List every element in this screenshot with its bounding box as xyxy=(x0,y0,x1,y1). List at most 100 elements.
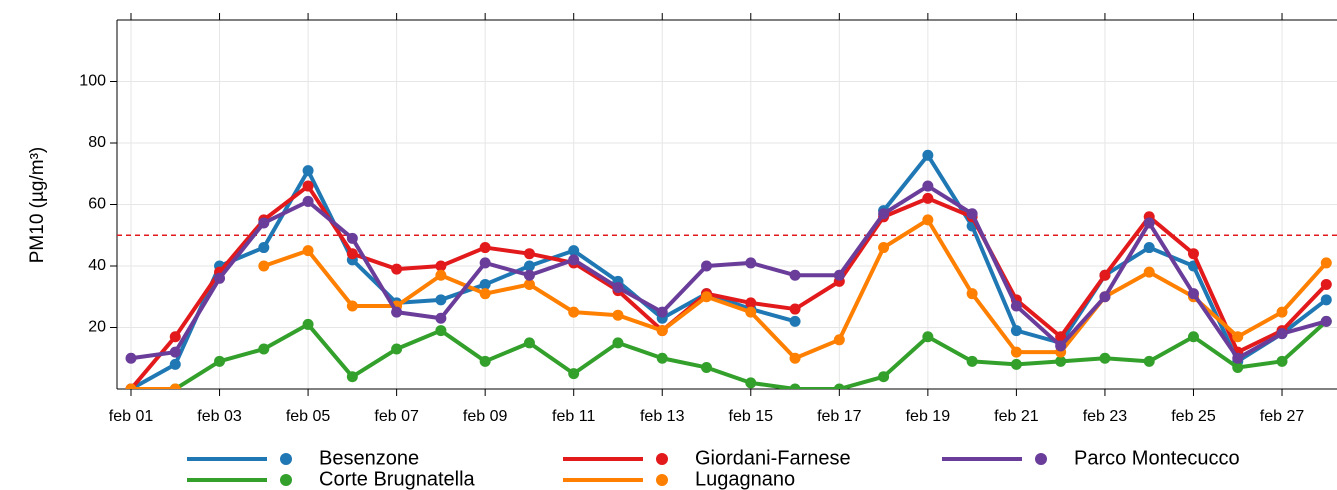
data-point xyxy=(1276,328,1288,340)
data-point xyxy=(1320,257,1332,269)
data-point xyxy=(656,306,668,318)
data-point xyxy=(1099,352,1111,364)
data-point xyxy=(568,254,580,266)
y-tick-label: 100 xyxy=(79,73,106,90)
data-point xyxy=(922,214,934,226)
data-point xyxy=(1010,325,1022,337)
data-point xyxy=(1055,355,1067,367)
x-tick-label: feb 25 xyxy=(1171,408,1216,425)
plot-area xyxy=(125,149,1332,389)
data-point xyxy=(169,331,181,343)
legend-label: Parco Montecucco xyxy=(1074,447,1240,469)
data-point xyxy=(656,325,668,337)
x-tick-label: feb 19 xyxy=(906,408,951,425)
legend-marker xyxy=(656,474,668,486)
x-tick-label: feb 05 xyxy=(286,408,331,425)
data-point xyxy=(1143,242,1155,254)
data-point xyxy=(1143,355,1155,367)
data-point xyxy=(479,278,491,290)
data-point xyxy=(391,343,403,355)
data-point xyxy=(789,269,801,281)
x-tick-label: feb 21 xyxy=(994,408,1039,425)
data-point xyxy=(1320,278,1332,290)
legend-marker xyxy=(280,474,292,486)
data-point xyxy=(479,288,491,300)
x-tick-label: feb 01 xyxy=(109,408,154,425)
data-point xyxy=(302,180,314,192)
data-point xyxy=(1232,361,1244,373)
data-point xyxy=(878,371,890,383)
x-tick-label: feb 09 xyxy=(463,408,508,425)
legend-marker xyxy=(656,453,668,465)
data-point xyxy=(833,383,845,389)
data-point xyxy=(302,318,314,330)
data-point xyxy=(833,269,845,281)
data-point xyxy=(1055,340,1067,352)
legend-label: Lugagnano xyxy=(695,468,795,490)
x-tick-label: feb 23 xyxy=(1083,408,1128,425)
data-point xyxy=(523,248,535,260)
data-point xyxy=(1010,300,1022,312)
data-point xyxy=(612,309,624,321)
data-point xyxy=(1010,358,1022,370)
x-tick-label: feb 15 xyxy=(729,408,774,425)
data-point xyxy=(701,291,713,303)
y-tick-label: 60 xyxy=(88,196,106,213)
data-point xyxy=(612,282,624,294)
data-point xyxy=(1010,346,1022,358)
data-point xyxy=(479,355,491,367)
data-point xyxy=(258,217,270,229)
legend-marker xyxy=(1035,453,1047,465)
data-point xyxy=(745,297,757,309)
legend-marker xyxy=(280,453,292,465)
data-point xyxy=(1187,288,1199,300)
data-point xyxy=(346,248,358,260)
data-point xyxy=(435,260,447,272)
legend-label: Besenzone xyxy=(319,447,419,469)
data-point xyxy=(435,269,447,281)
data-point xyxy=(479,242,491,254)
data-point xyxy=(523,337,535,349)
data-point xyxy=(789,303,801,315)
data-point xyxy=(346,300,358,312)
data-point xyxy=(125,352,137,364)
data-point xyxy=(745,306,757,318)
data-point xyxy=(479,257,491,269)
y-tick-label: 20 xyxy=(88,319,106,336)
x-tick-label: feb 07 xyxy=(374,408,419,425)
data-point xyxy=(1276,306,1288,318)
data-point xyxy=(435,312,447,324)
data-point xyxy=(612,337,624,349)
data-point xyxy=(125,383,137,389)
data-point xyxy=(169,358,181,370)
data-point xyxy=(302,165,314,177)
data-point xyxy=(1143,266,1155,278)
data-point xyxy=(966,355,978,367)
data-point xyxy=(789,383,801,389)
data-point xyxy=(435,294,447,306)
data-point xyxy=(745,377,757,389)
data-point xyxy=(258,260,270,272)
x-tick-label: feb 27 xyxy=(1260,408,1305,425)
data-point xyxy=(523,260,535,272)
data-point xyxy=(568,368,580,380)
data-point xyxy=(1232,331,1244,343)
data-point xyxy=(922,331,934,343)
data-point xyxy=(391,306,403,318)
series-line xyxy=(130,184,1327,361)
data-point xyxy=(1320,315,1332,327)
data-point xyxy=(1143,217,1155,229)
data-point xyxy=(302,195,314,207)
y-tick-label: 80 xyxy=(88,134,106,151)
data-point xyxy=(169,346,181,358)
data-point xyxy=(346,232,358,244)
x-tick-label: feb 03 xyxy=(197,408,242,425)
data-point xyxy=(1320,294,1332,306)
data-point xyxy=(922,149,934,161)
data-point xyxy=(214,355,226,367)
data-point xyxy=(789,315,801,327)
data-point xyxy=(523,269,535,281)
data-point xyxy=(1187,331,1199,343)
